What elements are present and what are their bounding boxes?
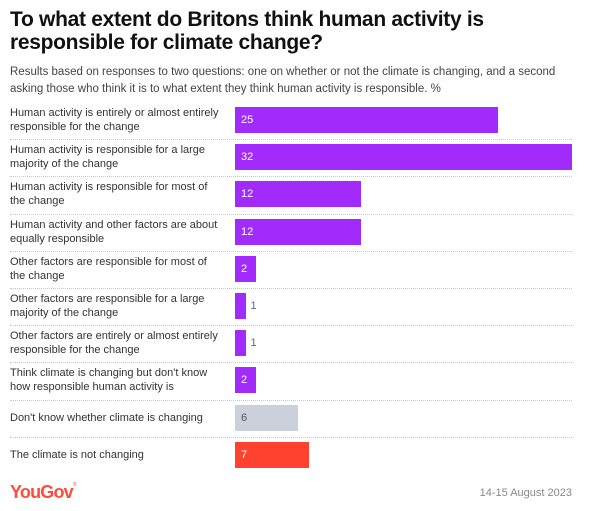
row-separator <box>10 362 572 364</box>
yougov-logo: YouGov® <box>10 482 77 503</box>
bar <box>235 181 362 208</box>
category-label: Human activity is responsible for a larg… <box>10 144 206 171</box>
row-separator <box>10 176 572 178</box>
category-label: Human activity is entirely or almost ent… <box>10 107 219 133</box>
row-separator <box>10 288 572 289</box>
bar <box>235 404 299 431</box>
chart-subtitle: Results based on responses to two questi… <box>10 66 556 95</box>
registered-mark-icon: ® <box>72 482 77 488</box>
value-label: 25 <box>241 114 254 126</box>
chart-title: To what extent do Britons think human ac… <box>10 8 484 54</box>
bar <box>235 107 499 133</box>
value-label: 12 <box>241 225 254 238</box>
value-label: 2 <box>241 374 248 387</box>
value-label: 32 <box>241 151 254 164</box>
value-label: 6 <box>241 411 248 424</box>
value-label: 7 <box>241 448 248 461</box>
value-label: 1 <box>250 300 257 312</box>
category-label: Human activity is responsible for most o… <box>10 181 208 208</box>
category-label: The climate is not changing <box>10 448 144 461</box>
category-label: Other factors are responsible for a larg… <box>10 293 205 319</box>
bar <box>235 218 362 245</box>
category-label: Other factors are entirely or almost ent… <box>10 330 218 357</box>
row-separator <box>10 399 572 401</box>
value-label: 12 <box>241 188 254 201</box>
value-label: 1 <box>250 337 257 350</box>
bar <box>235 441 309 468</box>
bar <box>235 144 572 171</box>
brand-name: YouGov <box>10 482 74 502</box>
row-separator <box>10 250 572 252</box>
category-label: Don't know whether climate is changing <box>10 411 203 424</box>
bar <box>235 255 257 282</box>
row-separator <box>10 325 572 327</box>
survey-date: 14-15 August 2023 <box>479 487 572 499</box>
bar <box>235 330 246 357</box>
category-label: Think climate is changing but don't know… <box>10 367 208 394</box>
bar <box>235 367 257 394</box>
value-label: 2 <box>241 262 248 275</box>
bar <box>235 293 246 319</box>
row-separator <box>10 213 572 215</box>
category-label: Other factors are responsible for most o… <box>10 255 207 282</box>
row-separator <box>10 436 572 438</box>
category-label: Human activity and other factors are abo… <box>10 218 218 245</box>
row-separator <box>10 139 572 141</box>
